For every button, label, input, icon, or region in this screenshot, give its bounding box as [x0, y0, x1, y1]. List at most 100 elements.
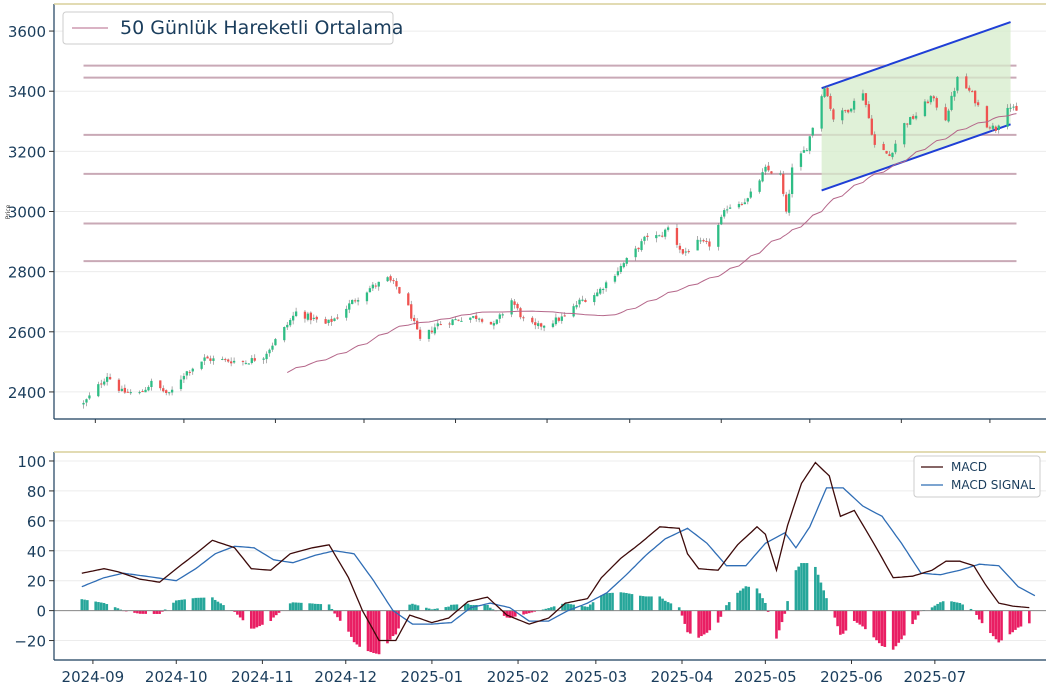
- candle-down: [448, 323, 451, 325]
- histogram-bar-negative: [994, 610, 998, 640]
- candle-up: [554, 317, 558, 325]
- histogram-bar-negative: [877, 610, 881, 644]
- candle-up: [345, 308, 348, 318]
- candle-down: [353, 300, 357, 302]
- candle-up: [749, 191, 752, 198]
- candle-up: [333, 318, 336, 321]
- candle-down: [870, 118, 873, 135]
- candle-up: [105, 376, 109, 382]
- histogram-bar-negative: [233, 610, 236, 612]
- candle-up: [185, 371, 189, 376]
- histogram-bar-positive: [819, 582, 823, 611]
- candle-up: [283, 327, 286, 341]
- candle-up: [103, 381, 106, 385]
- candle-down: [415, 320, 419, 330]
- histogram-bar-negative: [511, 610, 514, 618]
- histogram-bar-positive: [608, 592, 612, 611]
- candle-down: [209, 358, 212, 361]
- macd-x-tick-label: 2025-01: [401, 668, 464, 683]
- macd-x-tick-label: 2025-06: [820, 668, 883, 683]
- candle-up: [88, 395, 91, 399]
- macd-signal-line: [81, 487, 1036, 625]
- histogram-bar-positive: [639, 595, 642, 611]
- histogram-bar-negative: [338, 610, 342, 621]
- candle-up: [365, 292, 369, 302]
- candle-up: [953, 90, 956, 97]
- histogram-bar-positive: [102, 602, 106, 611]
- histogram-bar-positive: [761, 598, 764, 611]
- candle-up: [312, 317, 315, 319]
- histogram-bar-positive: [572, 604, 575, 611]
- candle-up: [634, 248, 637, 258]
- histogram-bar-positive: [814, 566, 817, 611]
- macd-legend-box: [913, 455, 1041, 498]
- histogram-bar-positive: [216, 601, 220, 611]
- candle-up: [861, 93, 865, 101]
- histogram-bar-positive: [86, 600, 89, 611]
- histogram-bar-positive: [586, 606, 589, 611]
- candle-up: [265, 353, 268, 360]
- histogram-bar-negative: [347, 610, 350, 632]
- candle-up: [472, 316, 475, 318]
- candle-up: [356, 300, 360, 302]
- histogram-bar-positive: [591, 602, 595, 611]
- candle-up: [593, 295, 596, 303]
- histogram-bar-negative: [980, 610, 984, 624]
- histogram-bar-negative: [891, 610, 895, 650]
- histogram-bar-positive: [436, 608, 439, 611]
- price-legend-box: [62, 11, 394, 45]
- histogram-bar-negative: [241, 610, 245, 621]
- histogram-bar-negative: [236, 610, 239, 615]
- histogram-bar-negative: [369, 610, 373, 653]
- histogram-bar-negative: [875, 610, 878, 641]
- candle-up: [823, 88, 826, 97]
- candle-down: [681, 249, 685, 254]
- histogram-bar-positive: [747, 586, 750, 611]
- candle-down: [516, 303, 519, 309]
- candle-up: [120, 388, 124, 391]
- histogram-bar-positive: [550, 607, 553, 611]
- histogram-bar-negative: [1008, 610, 1012, 635]
- candle-up: [811, 127, 814, 136]
- histogram-bar-negative: [261, 610, 264, 625]
- candle-up: [743, 202, 747, 205]
- candle-down: [678, 245, 682, 250]
- histogram-bar-negative: [238, 610, 242, 618]
- candle-down: [968, 87, 971, 91]
- candle-up: [799, 153, 803, 167]
- histogram-bar-positive: [425, 607, 428, 611]
- candle-up: [929, 96, 933, 103]
- histogram-bar-positive: [172, 602, 175, 611]
- candle-up: [761, 172, 764, 182]
- histogram-bar-positive: [433, 608, 436, 611]
- histogram-bar-negative: [274, 610, 278, 616]
- candle-down: [829, 96, 832, 109]
- candle-up: [542, 325, 546, 328]
- histogram-bar-positive: [113, 607, 117, 611]
- candle-down: [770, 171, 773, 174]
- histogram-bar-positive: [953, 601, 956, 611]
- macd-x-tick-label: 2025-05: [734, 668, 797, 683]
- histogram-bar-negative: [533, 610, 537, 612]
- candle-up: [723, 210, 726, 217]
- candle-down: [513, 301, 516, 305]
- histogram-bar-negative: [697, 610, 700, 638]
- histogram-bar-positive: [797, 566, 800, 611]
- histogram-bar-positive: [183, 599, 186, 611]
- candle-up: [498, 314, 501, 319]
- histogram-bar-negative: [858, 610, 862, 625]
- macd-line: [81, 461, 1030, 642]
- candle-down: [123, 387, 127, 393]
- histogram-bar-positive: [736, 592, 739, 611]
- histogram-bar-positive: [941, 601, 945, 611]
- candle-down: [410, 304, 413, 319]
- histogram-bar-positive: [727, 602, 731, 611]
- histogram-bar-positive: [80, 599, 84, 611]
- histogram-bar-positive: [800, 563, 803, 611]
- histogram-bar-positive: [583, 606, 587, 611]
- moving-average-series: [286, 113, 1017, 374]
- candle-down: [457, 319, 460, 321]
- candle-down: [888, 154, 891, 157]
- price-y-tick-labels: 2400 2600 2800 3000 3200 3400 3600: [8, 23, 54, 402]
- price-panel: 2400 2600 2800 3000 3200 3400 3600 Price 50 Gü…: [5, 3, 1046, 423]
